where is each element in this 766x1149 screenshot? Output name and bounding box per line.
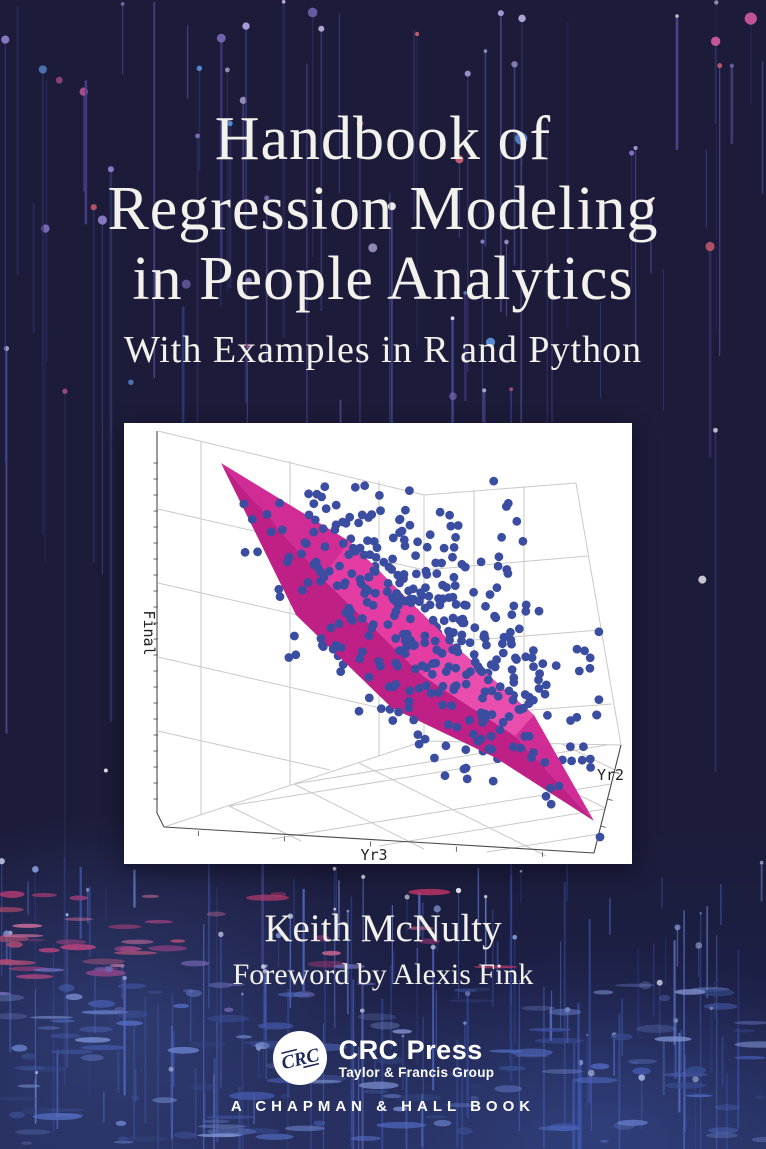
title-line-2: Regression Modeling	[107, 175, 659, 243]
author-name: Keith McNulty	[264, 907, 502, 950]
publisher-group: Taylor & Francis Group	[338, 1065, 495, 1080]
z-axis-label: Final	[140, 610, 158, 655]
title-line-3: in People Analytics	[132, 245, 634, 313]
publisher-block: CRC CRC Press Taylor & Francis Group A C…	[0, 1030, 766, 1115]
crc-press-logo: CRC	[272, 1031, 327, 1085]
book-title: Handbook of Regression Modeling in Peopl…	[0, 104, 766, 314]
imprint-line: A CHAPMAN & HALL BOOK	[230, 1098, 536, 1115]
book-subtitle: With Examples in R and Python	[123, 329, 643, 371]
crc-logo-flourish-bottom	[302, 1062, 319, 1069]
publisher-name: CRC Press	[338, 1035, 483, 1065]
scatter-points	[239, 476, 605, 842]
crc-logo-flourish-top	[280, 1048, 297, 1055]
plot-panel: Final Yr3 Yr2	[124, 423, 632, 864]
foreword-credit: Foreword by Alexis Fink	[232, 958, 534, 991]
y-axis-label: Yr2	[597, 766, 624, 784]
plot-wireframe	[153, 430, 622, 857]
title-line-1: Handbook of	[214, 105, 552, 173]
crc-logo-circle	[272, 1031, 327, 1085]
scatter3d-plot: Final Yr3 Yr2	[140, 430, 624, 864]
x-axis-label: Yr3	[360, 846, 387, 864]
